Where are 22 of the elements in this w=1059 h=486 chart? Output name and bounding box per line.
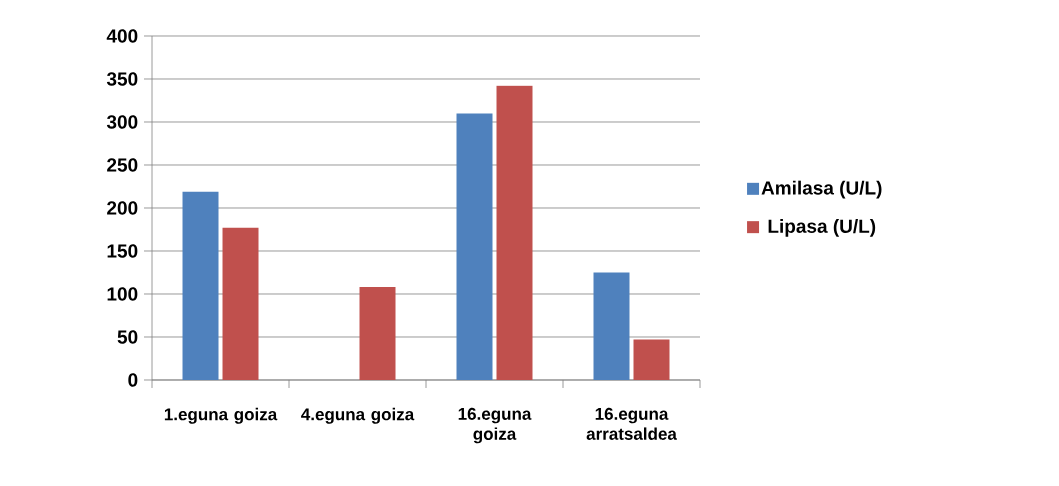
bar bbox=[496, 85, 533, 380]
y-tick-label: 150 bbox=[107, 244, 138, 258]
y-tick-label: 100 bbox=[107, 287, 138, 301]
x-tick-label: 1.eguna goiza bbox=[164, 407, 278, 424]
bar bbox=[633, 339, 670, 380]
bar bbox=[593, 272, 630, 380]
y-tick-label: 200 bbox=[107, 201, 138, 215]
bar bbox=[222, 227, 259, 380]
y-tick-label: 400 bbox=[106, 29, 138, 43]
bar bbox=[182, 191, 219, 380]
x-tick-label: 16.eguna arratsaldea bbox=[586, 407, 677, 440]
y-tick-label: 0 bbox=[128, 373, 138, 387]
y-tick-label: 350 bbox=[106, 72, 138, 86]
legend-label: Amilasa (U/L) bbox=[761, 180, 882, 199]
y-tick-label: 300 bbox=[106, 115, 138, 129]
bar bbox=[456, 113, 493, 380]
bar bbox=[359, 287, 396, 380]
x-tick-label: 16.eguna goiza bbox=[458, 407, 532, 444]
x-tick-label: 4.eguna goiza bbox=[301, 407, 415, 424]
y-tick-label: 250 bbox=[107, 158, 138, 172]
y-tick-label: 50 bbox=[117, 330, 138, 344]
legend-label: Lipasa (U/L) bbox=[768, 218, 876, 237]
